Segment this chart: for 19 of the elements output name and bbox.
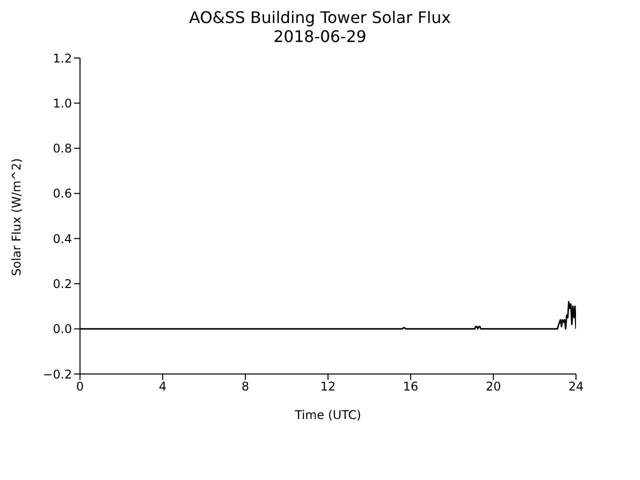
y-tick-label: 0.4	[52, 232, 72, 246]
y-tick-label: 0.6	[52, 186, 72, 201]
y-tick-label: 0.8	[52, 142, 72, 156]
chart-title: AO&SS Building Tower Solar Flux	[188, 8, 452, 27]
y-tick-label: 1.0	[52, 96, 72, 110]
x-tick-label: 20	[486, 380, 501, 394]
y-axis-title: Solar Flux (W/m^2)	[9, 158, 24, 276]
x-tick-label: 4	[158, 380, 166, 394]
y-tick-label: 0.0	[52, 322, 72, 336]
y-tick-label: 1.2	[52, 51, 72, 66]
x-axis-title: Time (UTC)	[294, 408, 362, 422]
x-tick-label: 12	[320, 380, 336, 394]
chart-subtitle: 2018-06-29	[272, 27, 368, 46]
x-tick-label: 8	[242, 380, 250, 394]
x-tick-label: 24	[568, 380, 584, 394]
x-tick-label: 0	[76, 380, 84, 394]
y-tick-label: 0.2	[52, 276, 72, 291]
x-tick-label: 16	[403, 380, 418, 394]
y-tick-label: −0.2	[42, 367, 72, 382]
